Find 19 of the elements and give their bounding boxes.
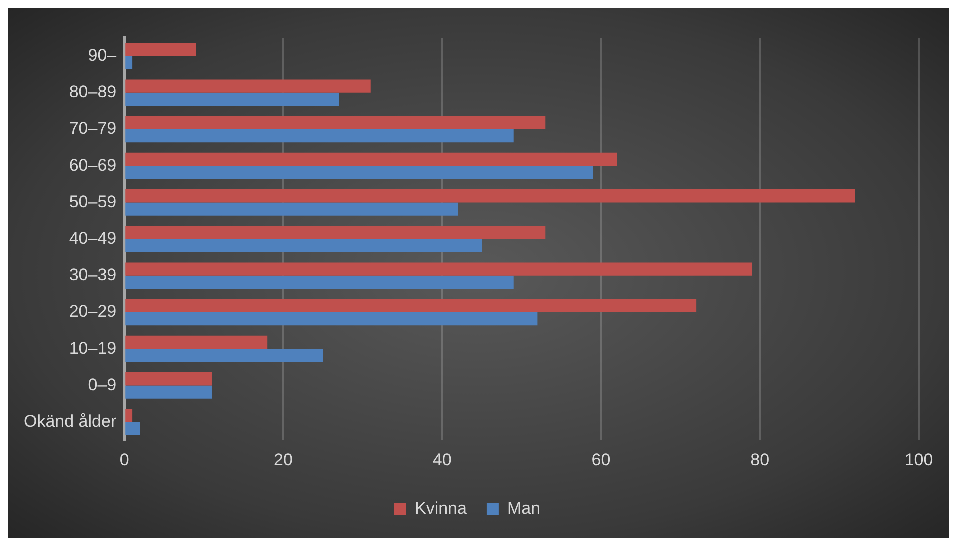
y-tick-label: 30–39	[69, 266, 117, 285]
legend-label: Kvinna	[414, 499, 468, 518]
x-tick-label: 60	[592, 450, 611, 470]
y-tick-label: 70–79	[69, 119, 117, 138]
y-tick-label: 20–29	[69, 302, 117, 322]
y-tick-label: 80–89	[69, 82, 117, 102]
y-tick-label: 90–	[88, 46, 118, 65]
legend-label: Man	[507, 499, 541, 518]
x-tick-label: 0	[120, 450, 130, 470]
y-tick-label: 0–9	[88, 375, 117, 394]
y-tick-label: 60–69	[69, 156, 117, 175]
x-tick-label: 20	[274, 450, 293, 470]
x-tick-label: 100	[904, 450, 934, 470]
y-tick-label: 50–59	[69, 192, 117, 212]
x-tick-label: 40	[432, 450, 452, 470]
y-tick-label: 40–49	[69, 228, 117, 248]
y-tick-label: 10–19	[69, 338, 117, 358]
x-tick-label: 80	[750, 450, 770, 470]
y-tick-label: Okänd ålder	[24, 412, 117, 431]
